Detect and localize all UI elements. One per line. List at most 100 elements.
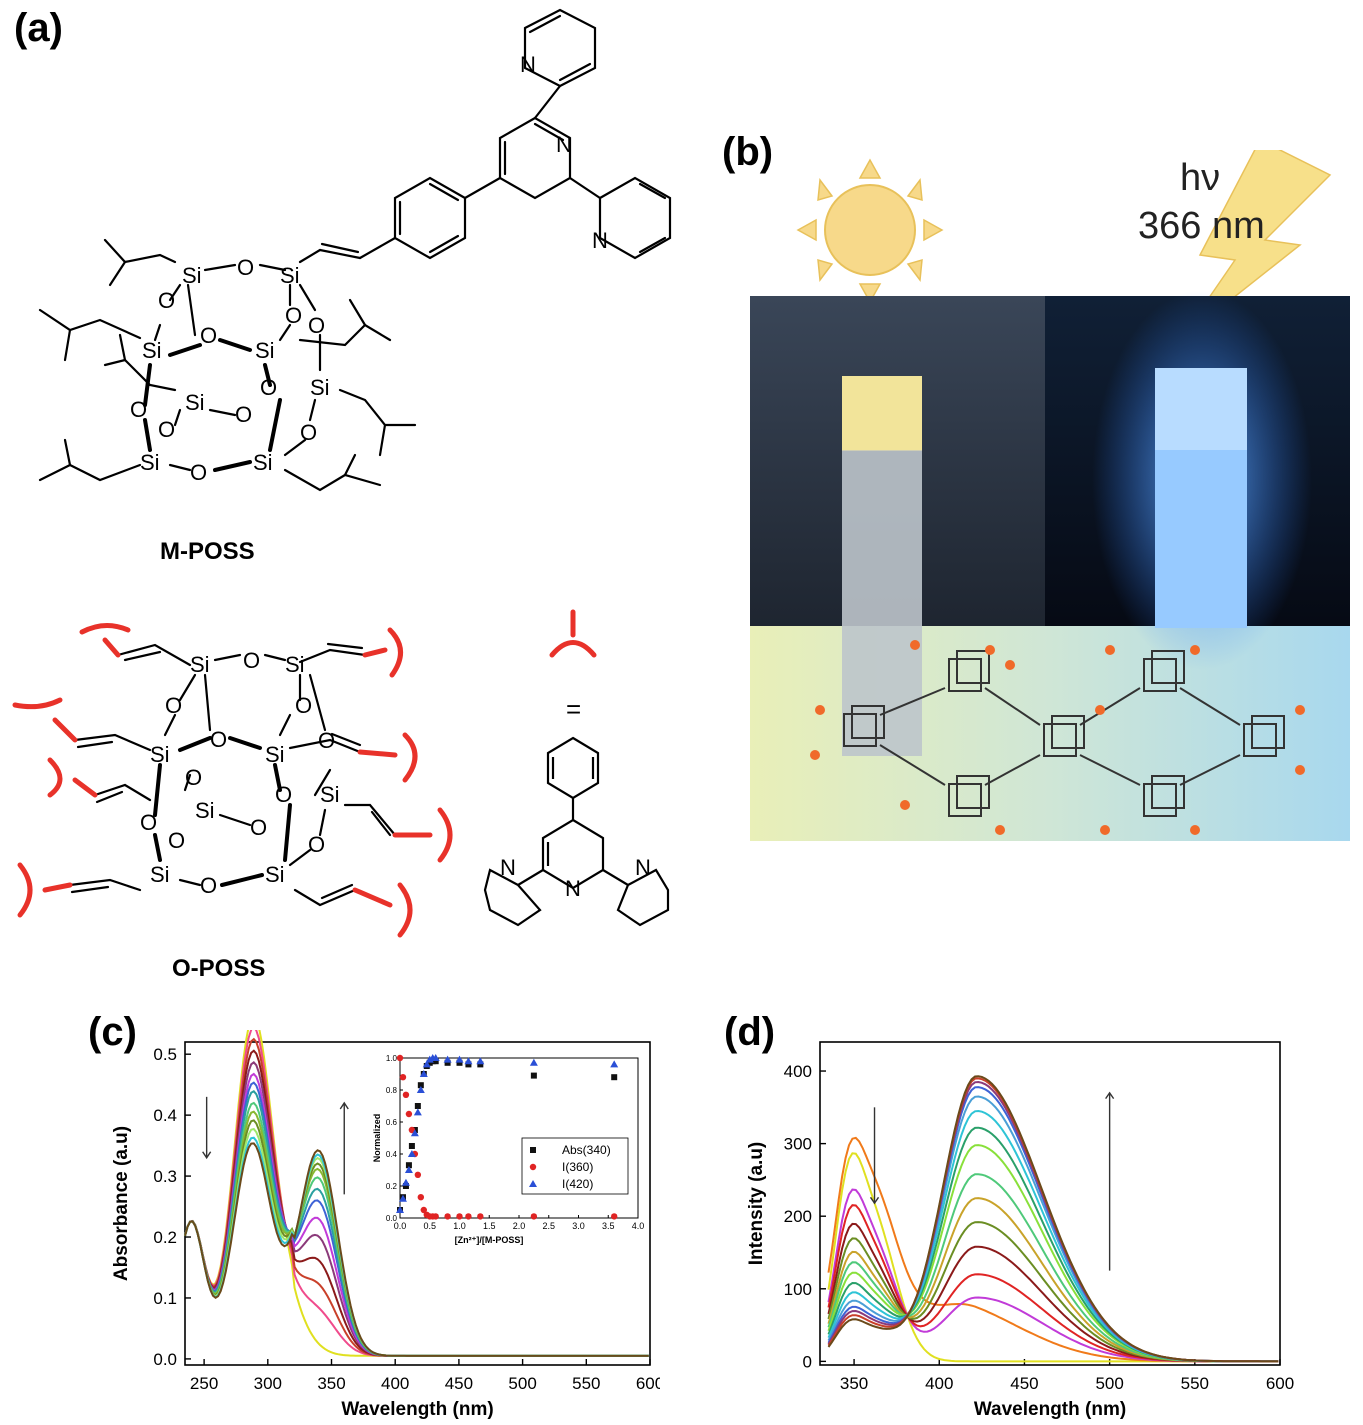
inset-x-tick-label: 2.5 [542,1221,555,1231]
atom-label: Si [320,782,340,807]
inset-point-i420 [401,1178,410,1186]
inset-point-abs340 [444,1059,451,1066]
light-line2: 366 nm [1138,205,1265,247]
inset-point-i360 [420,1206,427,1214]
atom-label: O [165,693,182,718]
inset-point-i420 [413,1108,422,1116]
y-tick-label: 0 [803,1352,812,1371]
spectrum-line [827,1173,1279,1363]
x-tick-label: 600 [1266,1374,1294,1393]
inset-point-i360 [414,1171,422,1178]
panel-d-label: (d) [724,1010,776,1054]
inset-point-i360 [456,1213,463,1220]
atom-label: Si [195,798,215,823]
inset-point-i420 [398,1194,407,1202]
inset-x-tick-label: 3.5 [602,1221,615,1231]
panel-b-label: (b) [722,130,774,174]
atom-label: O [295,693,312,718]
y-tick-label: 0.5 [153,1045,177,1064]
atom-label: O [235,402,252,427]
atom-label: Si [255,338,275,363]
x-tick-label: 500 [1095,1374,1123,1393]
spectrum-line [184,1142,649,1357]
inset-point-i420 [529,1058,538,1066]
x-tick-label: 400 [381,1374,409,1393]
atom-label: O [168,828,185,853]
y-tick-label: 300 [784,1135,812,1154]
plot-frame [184,1041,651,1366]
atom-label: O [158,288,175,313]
poss-network [843,650,1285,817]
inset-point-i420 [396,1206,404,1213]
y-tick-label: 0.4 [153,1106,177,1125]
atom-label: N [592,228,608,253]
inset-y-tick-label: 1.0 [386,1054,398,1063]
atom-label: O [250,815,267,840]
spectrum-line [827,1095,1279,1363]
inset-y-tick-label: 0.8 [386,1086,398,1095]
atom-label: Si [265,742,285,767]
atom-label: O [308,313,325,338]
m-poss-label: M-POSS [160,538,255,565]
x-tick-label: 600 [636,1374,660,1393]
legend-marker-abs340 [530,1147,536,1153]
atom-label: Si [310,375,330,400]
atom-label: O [300,420,317,445]
equals-sign: = [566,694,581,724]
increase-arrowhead [1105,1091,1115,1100]
inset-point-i360 [402,1091,410,1098]
atom-label: Si [182,263,202,288]
y-tick-label: 200 [784,1207,812,1226]
inset-point-i360 [477,1213,484,1220]
inset-x-tick-label: 3.0 [572,1221,585,1231]
o-poss-label: O-POSS [172,955,266,982]
inset-point-i420 [416,1086,425,1093]
m-poss-atom-labels: Si O Si O O O Si O Si Si O Si O O O O Si… [130,52,608,485]
x-tick-label: 350 [317,1374,345,1393]
inset-point-abs340 [408,1143,415,1149]
x-tick-label: 250 [190,1374,218,1393]
x-tick-label: 550 [572,1374,600,1393]
inset-point-i420 [476,1057,485,1065]
inset-point-abs340 [432,1058,439,1065]
y-axis-title: Intensity (a.u) [746,1142,767,1266]
atom-label: O [243,648,260,673]
inset-y-tick-label: 0.4 [386,1150,398,1159]
decrease-arrowhead [202,1151,212,1160]
atom-label: Si [150,742,170,767]
sun-icon [796,158,944,304]
inset-point-abs340 [477,1061,484,1068]
inset-point-i420 [455,1055,464,1063]
atom-label: Si [142,338,162,363]
x-axis-title: Wavelength (nm) [341,1399,493,1420]
atom-label: O [308,832,325,857]
legend-marker-i360 [529,1163,537,1171]
inset-point-i360 [417,1194,425,1201]
gel-photo-panel: hν 366 nm [750,150,1350,841]
inset-point-i420 [443,1055,452,1063]
x-tick-label: 350 [840,1374,868,1393]
y-tick-label: 0.2 [153,1228,177,1247]
atom-label: Si [265,862,285,887]
network-ligand-dots [810,640,1305,835]
chart-absorbance: 250 300 350 400 450 500 550 600 0.0 0.1 0.2 0.3 0.4 0… [111,1030,660,1420]
atom-label: O [237,255,254,280]
vial-uv [1092,290,1312,670]
inset-point-i420 [431,1054,440,1061]
atom-label: O [140,810,157,835]
inset-point-i360 [408,1126,416,1134]
atom-label: N [635,855,651,880]
atom-label: O [130,397,147,422]
x-tick-label: 450 [1010,1374,1038,1393]
inset-x-tick-label: 1.5 [483,1221,496,1231]
inset-point-abs340 [530,1072,537,1079]
y-tick-label: 0.1 [153,1289,177,1308]
inset-point-i420 [410,1129,419,1137]
inset-point-i360 [444,1213,451,1220]
inset-x-tick-label: 4.0 [632,1221,645,1231]
panel-c-label: (c) [88,1010,137,1054]
atom-label: Si [253,450,273,475]
x-tick-label: 550 [1181,1374,1209,1393]
inset-point-i360 [432,1213,439,1220]
inset-point-i360 [405,1110,413,1118]
